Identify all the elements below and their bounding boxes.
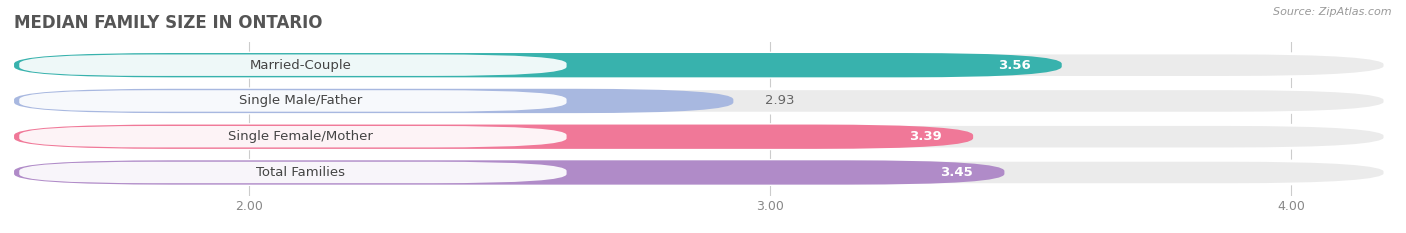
Text: Source: ZipAtlas.com: Source: ZipAtlas.com xyxy=(1274,7,1392,17)
FancyBboxPatch shape xyxy=(20,90,567,112)
FancyBboxPatch shape xyxy=(14,89,1385,113)
FancyBboxPatch shape xyxy=(14,125,1385,149)
FancyBboxPatch shape xyxy=(14,125,973,149)
Text: Single Male/Father: Single Male/Father xyxy=(239,94,363,107)
FancyBboxPatch shape xyxy=(14,160,1385,185)
FancyBboxPatch shape xyxy=(14,160,1004,185)
FancyBboxPatch shape xyxy=(20,55,567,76)
Text: 3.56: 3.56 xyxy=(998,59,1031,72)
Text: Total Families: Total Families xyxy=(256,166,346,179)
FancyBboxPatch shape xyxy=(20,162,567,183)
FancyBboxPatch shape xyxy=(20,126,567,147)
FancyBboxPatch shape xyxy=(14,89,734,113)
FancyBboxPatch shape xyxy=(14,53,1062,77)
FancyBboxPatch shape xyxy=(14,53,1385,77)
Text: MEDIAN FAMILY SIZE IN ONTARIO: MEDIAN FAMILY SIZE IN ONTARIO xyxy=(14,14,322,32)
Text: 3.39: 3.39 xyxy=(910,130,942,143)
Text: 3.45: 3.45 xyxy=(941,166,973,179)
Text: Single Female/Mother: Single Female/Mother xyxy=(228,130,373,143)
Text: 2.93: 2.93 xyxy=(765,94,794,107)
Text: Married-Couple: Married-Couple xyxy=(250,59,352,72)
